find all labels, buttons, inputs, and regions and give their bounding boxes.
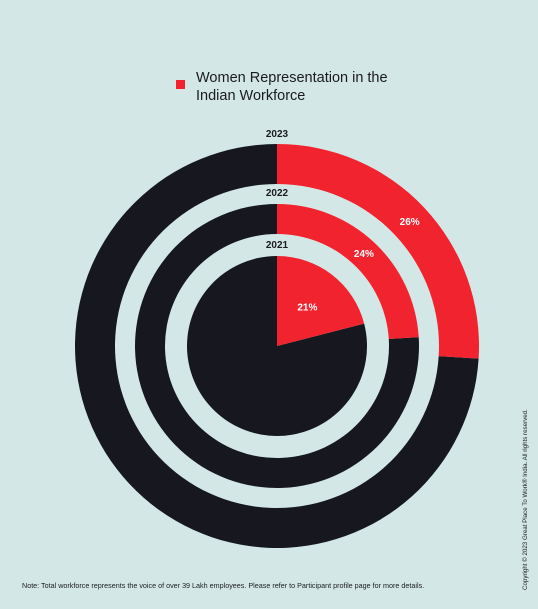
copyright-text: Copyright © 2023 Great Place To Work® In… [522, 409, 529, 590]
year-label-2021: 2021 [266, 240, 289, 251]
chart-legend: Women Representation in the Indian Workf… [176, 69, 406, 105]
ring-share-2022 [277, 204, 419, 339]
ring-share-2021 [277, 256, 365, 346]
value-label-2022: 24% [354, 249, 374, 260]
value-label-2021: 21% [297, 302, 317, 313]
year-label-2022: 2022 [266, 188, 289, 199]
ring-share-2023 [277, 144, 479, 359]
year-label-2023: 2023 [266, 129, 289, 140]
footnote: Note: Total workforce represents the voi… [22, 581, 425, 590]
legend-swatch [176, 80, 185, 89]
legend-label: Women Representation in the Indian Workf… [196, 70, 388, 104]
value-label-2023: 26% [400, 217, 420, 228]
